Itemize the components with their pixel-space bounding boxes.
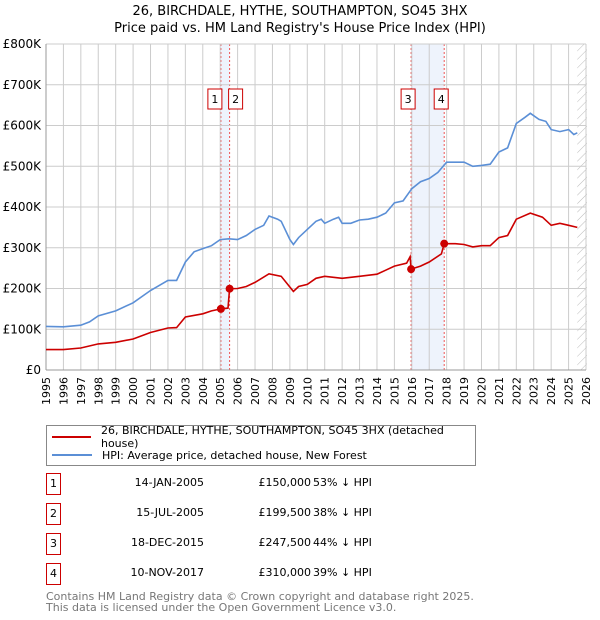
transaction-hpi-diff: 38% ↓ HPI xyxy=(313,506,372,519)
x-tick-label: 2011 xyxy=(319,377,332,405)
y-tick-label: £400K xyxy=(3,200,43,214)
x-tick-label: 2003 xyxy=(179,377,192,405)
y-tick-label: £200K xyxy=(3,282,43,296)
transaction-hpi-diff: 53% ↓ HPI xyxy=(313,476,372,489)
chart-title: 26, BIRCHDALE, HYTHE, SOUTHAMPTON, SO45 … xyxy=(132,4,468,19)
y-tick-label: £300K xyxy=(3,241,43,255)
footer-licence: This data is licensed under the Open Gov… xyxy=(46,601,397,614)
x-tick-label: 2023 xyxy=(528,377,541,405)
sale-point xyxy=(440,239,449,248)
x-tick-label: 2012 xyxy=(336,377,349,405)
transaction-number: 4 xyxy=(46,563,61,585)
x-tick-label: 1996 xyxy=(57,377,70,405)
sale-number-box xyxy=(228,88,244,110)
transaction-row: 1 14-JAN-2005 £150,000 53% ↓ HPI xyxy=(46,473,446,497)
transaction-price: £150,000 xyxy=(258,476,312,489)
chart-subtitle: Price paid vs. HM Land Registry's House … xyxy=(114,21,486,36)
x-tick-label: 2021 xyxy=(493,377,506,405)
transaction-number: 1 xyxy=(46,473,61,495)
legend-label: 26, BIRCHDALE, HYTHE, SOUTHAMPTON, SO45 … xyxy=(100,424,444,450)
x-tick-label: 2005 xyxy=(214,377,227,405)
x-tick-label: 2014 xyxy=(371,377,384,405)
transaction-price: £310,000 xyxy=(258,566,312,579)
transaction-price: £247,500 xyxy=(258,536,312,549)
x-tick-label: 2025 xyxy=(563,377,576,405)
x-tick-label: 2015 xyxy=(388,377,401,405)
x-tick-label: 2004 xyxy=(197,377,210,405)
footer-copyright: Contains HM Land Registry data © Crown c… xyxy=(46,590,474,603)
transaction-price: £199,500 xyxy=(258,506,312,519)
x-tick-label: 2007 xyxy=(249,377,262,405)
blue-line-swatch xyxy=(52,454,92,456)
x-tick-label: 2017 xyxy=(423,377,436,405)
legend-label: HPI: Average price, detached house, New … xyxy=(102,448,367,462)
x-tick-label: 2008 xyxy=(266,377,279,405)
sale-point xyxy=(225,284,234,293)
legend-item-hpi: HPI: Average price, detached house, New … xyxy=(52,447,367,463)
sale-number-label: 1 xyxy=(211,93,218,106)
red-line-swatch xyxy=(52,436,91,438)
x-tick-label: 2009 xyxy=(284,377,297,405)
transaction-number: 3 xyxy=(46,533,61,555)
sale-number-label: 2 xyxy=(232,93,239,106)
sale-number-label: 4 xyxy=(438,93,445,106)
sale-point xyxy=(216,304,225,313)
sale-number-box xyxy=(433,88,449,110)
x-tick-label: 2024 xyxy=(545,377,558,405)
price-chart: 1 2 3 4 1995 1996 1997 1998 1999 2000 2001 2002 2003… xyxy=(3,37,593,405)
sale-number-box xyxy=(207,88,223,110)
transaction-row: 2 15-JUL-2005 £199,500 38% ↓ HPI xyxy=(46,503,446,527)
y-tick-label: £800K xyxy=(3,37,43,51)
transaction-date: 10-NOV-2017 xyxy=(130,566,204,579)
transaction-date: 14-JAN-2005 xyxy=(134,476,204,489)
x-tick-label: 2016 xyxy=(406,377,419,405)
legend-item-property: 26, BIRCHDALE, HYTHE, SOUTHAMPTON, SO45 … xyxy=(52,424,475,450)
x-tick-label: 2026 xyxy=(580,377,593,405)
x-tick-label: 2010 xyxy=(301,377,314,405)
x-tick-label: 2001 xyxy=(145,377,158,405)
y-tick-label: £0 xyxy=(26,363,41,377)
y-tick-label: £700K xyxy=(3,78,43,92)
legend: 26, BIRCHDALE, HYTHE, SOUTHAMPTON, SO45 … xyxy=(46,424,476,466)
transaction-hpi-diff: 44% ↓ HPI xyxy=(313,536,372,549)
x-tick-label: 2020 xyxy=(475,377,488,405)
x-tick-label: 2006 xyxy=(232,377,245,405)
transaction-row: 4 10-NOV-2017 £310,000 39% ↓ HPI xyxy=(46,563,446,587)
y-tick-label: £600K xyxy=(3,119,43,133)
x-tick-label: 1997 xyxy=(75,377,88,405)
y-tick-label: £500K xyxy=(3,159,43,173)
sale-point xyxy=(407,265,416,274)
x-tick-label: 1998 xyxy=(92,377,105,405)
x-tick-label: 2002 xyxy=(162,377,175,405)
x-tick-label: 2013 xyxy=(354,377,367,405)
transaction-hpi-diff: 39% ↓ HPI xyxy=(313,566,372,579)
hpi-series-line xyxy=(45,112,578,328)
sale-number-label: 3 xyxy=(405,93,412,106)
x-tick-label: 2000 xyxy=(127,377,140,405)
transaction-number: 2 xyxy=(46,503,61,525)
transaction-row: 3 18-DEC-2015 £247,500 44% ↓ HPI xyxy=(46,533,446,557)
x-tick-label: 2018 xyxy=(441,377,454,405)
y-tick-label: £100K xyxy=(3,322,43,336)
x-tick-label: 2019 xyxy=(458,377,471,405)
x-tick-label: 1995 xyxy=(40,377,53,405)
x-tick-label: 2022 xyxy=(510,377,523,405)
x-tick-label: 1999 xyxy=(110,377,123,405)
property-series-line xyxy=(46,212,578,351)
transaction-date: 18-DEC-2015 xyxy=(130,536,204,549)
sale-number-box xyxy=(400,88,416,110)
transaction-date: 15-JUL-2005 xyxy=(136,506,204,519)
